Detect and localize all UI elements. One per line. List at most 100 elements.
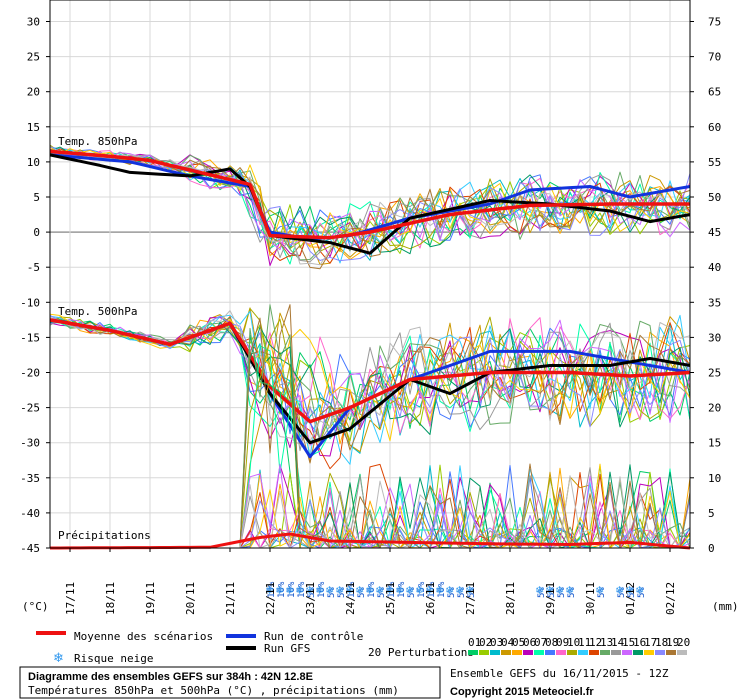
perturbation-swatch (479, 650, 489, 655)
legend-snow-label: Risque neige (74, 652, 153, 665)
gfs-run-line (49, 153, 691, 255)
x-tick-label: 19/11 (144, 582, 157, 615)
snowflake-icon: ❄ (395, 584, 404, 597)
perturbation-swatch (501, 650, 511, 655)
snow-percent-label: 10% (277, 581, 287, 598)
perturbation-swatch (512, 650, 522, 655)
x-tick-label: 18/11 (104, 582, 117, 615)
snowflake-icon: ❄ (545, 584, 554, 597)
panel-label-precip: Précipitations (58, 529, 151, 542)
y-axis-ticks: 302520151050-5-10-15-20-25-30-35-40-4575… (20, 16, 721, 556)
chart-title: Diagramme des ensembles GEFS sur 384h : … (28, 671, 313, 683)
snow-percent-label: 5% (407, 587, 417, 598)
right-tick-label: 40 (708, 261, 721, 274)
snowflake-icon: ❄ (365, 584, 374, 597)
snowflake-icon: ❄ (265, 584, 274, 597)
snowflake-icon: ❄ (425, 584, 434, 597)
snowflake-icon: ❄ (565, 584, 574, 597)
snowflake-icon: ❄ (345, 584, 354, 597)
panel-label-500: Temp. 500hPa (58, 305, 137, 318)
x-tick-label: 24/11 (344, 582, 357, 615)
snowflake-icon: ❄ (315, 584, 324, 597)
x-tick-label: 27/11 (464, 582, 477, 615)
x-tick-label: 21/11 (224, 582, 237, 615)
perturbation-swatch (490, 650, 500, 655)
snow-percent-label: 5% (557, 587, 567, 598)
right-tick-label: 35 (708, 296, 721, 309)
snow-percent-label: 15% (347, 581, 357, 598)
left-tick-label: 5 (33, 191, 40, 204)
snowflake-icon: ❄ (435, 584, 444, 597)
perturbation-swatch (611, 650, 621, 655)
snowflake-icon: ❄ (555, 584, 564, 597)
legend-mean-label: Moyenne des scénarios (74, 630, 213, 643)
snow-percent-label: 5% (337, 587, 347, 598)
perturbation-swatch (534, 650, 544, 655)
snow-percent-label: 10% (387, 581, 397, 598)
perturbation-swatch (589, 650, 599, 655)
perturbation-id-label: 06 (523, 636, 536, 649)
perturbation-swatch (666, 650, 676, 655)
perturbation-swatch (633, 650, 643, 655)
snowflake-icon: ❄ (285, 584, 294, 597)
right-tick-label: 5 (708, 507, 715, 520)
right-tick-label: 60 (708, 121, 721, 134)
snow-percent-label: 10% (267, 581, 277, 598)
right-tick-label: 15 (708, 437, 721, 450)
right-tick-label: 50 (708, 191, 721, 204)
left-tick-label: -30 (20, 437, 40, 450)
legend: Moyenne des scénarios Run de contrôle Ru… (36, 630, 690, 666)
perturbation-id-label: 11 (578, 636, 591, 649)
snow-percent-label: 5% (327, 587, 337, 598)
perturbation-line (49, 146, 691, 252)
x-tick-label: 01/12 (624, 582, 637, 615)
left-tick-label: 10 (27, 156, 40, 169)
snow-percent-label: 5% (637, 587, 647, 598)
perturbation-id-label: 02 (479, 636, 492, 649)
snowflake-icon: ❄ (375, 584, 384, 597)
snowflake-icon: ❄ (295, 584, 304, 597)
snow-percent-label: 10% (367, 581, 377, 598)
snow-percent-label: 5% (457, 587, 467, 598)
perturbation-id-label: 05 (512, 636, 525, 649)
snowflake-icon: ❄ (445, 584, 454, 597)
perturbation-id-label: 10 (567, 636, 580, 649)
perturbation-id-label: 17 (644, 636, 657, 649)
left-tick-label: 25 (27, 51, 40, 64)
perturbation-id-label: 08 (545, 636, 558, 649)
snow-risk-layer: 10%❄ 10%❄ 10%❄ 10%❄ 5%❄ 10%❄ 5%❄ 5%❄ 15%❄ 5%❄ 10%❄… (265, 581, 647, 598)
snow-percent-label: 5% (537, 587, 547, 598)
x-tick-label: 29/11 (544, 582, 557, 615)
perturbation-id-label: 13 (600, 636, 613, 649)
right-tick-label: 10 (708, 472, 721, 485)
perturbation-swatch (523, 650, 533, 655)
perturbation-swatch (556, 650, 566, 655)
snowflake-icon: ❄ (465, 584, 474, 597)
snowflake-icon: ❄ (275, 584, 284, 597)
snow-percent-label: 10% (397, 581, 407, 598)
perturbation-id-label: 14 (611, 636, 625, 649)
perturbation-swatch (644, 650, 654, 655)
perturbation-id-label: 03 (490, 636, 503, 649)
copyright: Copyright 2015 Meteociel.fr (450, 686, 594, 698)
snow-percent-label: 10% (437, 581, 447, 598)
perturbation-swatch (677, 650, 687, 655)
left-tick-label: -20 (20, 367, 40, 380)
panel-label-850: Temp. 850hPa (58, 135, 137, 148)
perturbation-id-label: 15 (622, 636, 635, 649)
x-axis-labels: 17/11 18/11 19/11 20/11 21/11 22/11 23/11 24/11… (64, 548, 677, 615)
x-tick-label: 17/11 (64, 582, 77, 615)
right-tick-label: 25 (708, 367, 721, 380)
perturbation-id-label: 04 (501, 636, 515, 649)
legend-control-label: Run de contrôle (264, 630, 363, 643)
control-run-line (49, 153, 691, 241)
perturbation-line (49, 317, 691, 441)
snowflake-icon: ❄ (405, 584, 414, 597)
snowflake-icon: ❄ (625, 584, 634, 597)
x-tick-label: 28/11 (504, 582, 517, 615)
snowflake-icon: ❄ (455, 584, 464, 597)
snow-percent-label: 5% (597, 587, 607, 598)
left-tick-label: -45 (20, 542, 40, 555)
